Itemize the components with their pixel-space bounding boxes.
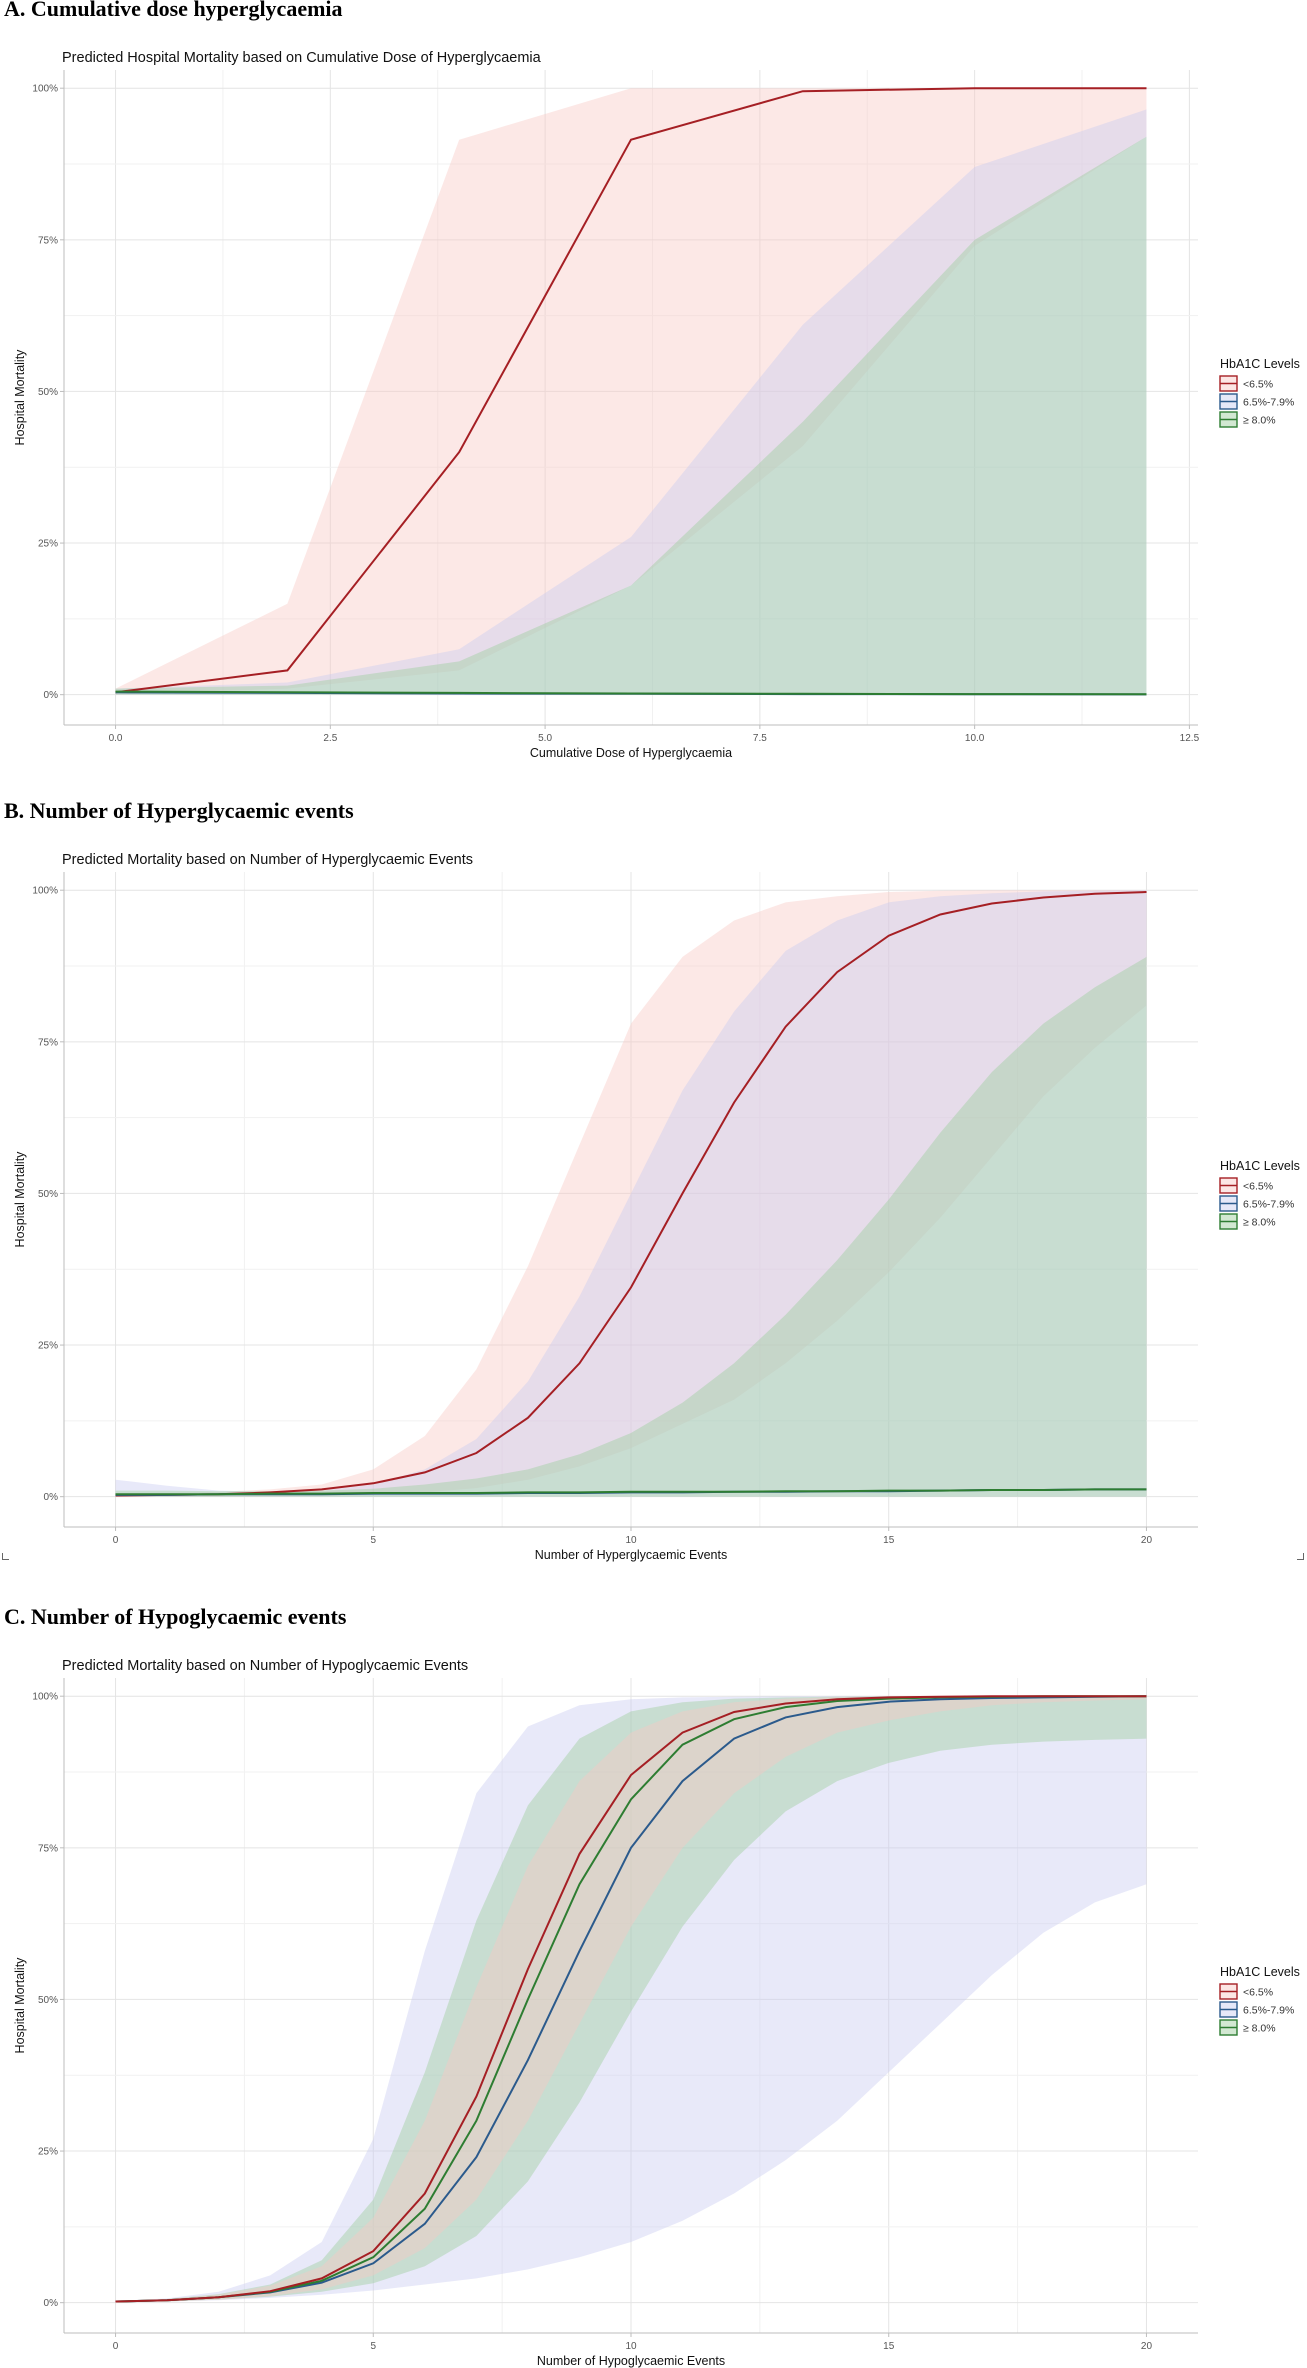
y-tick-label: 25% (38, 2147, 58, 2158)
x-tick-label: 0 (113, 2341, 119, 2352)
legend: HbA1C Levels <6.5% 6.5%-7.9% ≥ 8.0% (1219, 1965, 1300, 2036)
panel-b-frame-corner-right (1297, 1553, 1304, 1560)
panel-a-heading: A. Cumulative dose hyperglycaemia (4, 0, 343, 21)
legend-label-6-5-7-9: 6.5%-7.9% (1243, 1199, 1294, 1211)
legend-label-6-5-7-9: 6.5%-7.9% (1243, 2005, 1294, 2017)
chart-title: Predicted Mortality based on Number of H… (62, 1658, 468, 1674)
chart-title: Predicted Hospital Mortality based on Cu… (62, 50, 542, 66)
x-axis-title: Cumulative Dose of Hyperglycaemia (530, 746, 732, 760)
y-tick-label: 25% (38, 539, 58, 550)
ci-band-6-5-7-9 (115, 109, 1147, 695)
y-tick-label: 75% (38, 1843, 58, 1854)
ci-band-6-5 (115, 88, 1147, 695)
confidence-bands (115, 1696, 1147, 2303)
legend-label-8-0: ≥ 8.0% (1243, 415, 1276, 427)
ci-band-6-5 (115, 1696, 1147, 2303)
ci-band-8-0 (115, 136, 1147, 695)
series-lines (115, 1695, 1147, 2303)
x-axis-title: Number of Hyperglycaemic Events (535, 1548, 727, 1562)
y-tick-label: 100% (32, 1692, 58, 1703)
x-tick-label: 10 (625, 2341, 637, 2352)
series-line-6-5-7-9 (115, 1695, 1147, 2303)
chart-a: 0.0 2.5 5.0 7.5 10.0 12.5 0% 25% 50% 75% 100% Predi… (13, 50, 1300, 760)
x-tick-label: 20 (1141, 1535, 1153, 1546)
y-tick-label: 50% (38, 1189, 58, 1200)
legend: HbA1C Levels <6.5% 6.5%-7.9% ≥ 8.0% (1219, 357, 1300, 428)
series-line-6-5 (115, 891, 1147, 1497)
series-lines (115, 891, 1147, 1497)
x-tick-label: 15 (883, 2341, 895, 2352)
x-tick-label: 5 (370, 2341, 376, 2352)
confidence-bands (115, 88, 1147, 695)
legend-label-8-0: ≥ 8.0% (1243, 2023, 1276, 2035)
y-axis-title: Hospital Mortality (13, 1957, 27, 2054)
series-lines (115, 87, 1147, 696)
y-tick-label: 25% (38, 1341, 58, 1352)
x-tick-label: 0.0 (109, 733, 123, 744)
grid (64, 1678, 1198, 2333)
y-tick-label: 75% (38, 1037, 58, 1048)
ci-band-6-5-7-9 (115, 1696, 1147, 2303)
y-tick-label: 0% (44, 2298, 59, 2309)
y-axis-title: Hospital Mortality (13, 1151, 27, 1248)
x-tick-label: 0 (113, 1535, 119, 1546)
x-tick-label: 10.0 (965, 733, 985, 744)
legend-title: HbA1C Levels (1220, 357, 1300, 371)
y-tick-label: 50% (38, 387, 58, 398)
x-tick-label: 20 (1141, 2341, 1153, 2352)
ci-band-8-0 (115, 1696, 1147, 2303)
x-tick-label: 2.5 (323, 733, 337, 744)
legend-label-8-0: ≥ 8.0% (1243, 1217, 1276, 1229)
x-tick-label: 12.5 (1180, 733, 1200, 744)
x-axis-title: Number of Hypoglycaemic Events (537, 2354, 725, 2368)
legend-label-6-5-7-9: 6.5%-7.9% (1243, 397, 1294, 409)
x-tick-label: 10 (625, 1535, 637, 1546)
chart-c: 0 5 10 15 20 0% 25% 50% 75% 100% Predicted Mortali… (13, 1658, 1300, 2368)
legend-title: HbA1C Levels (1220, 1159, 1300, 1173)
panel-b-heading: B. Number of Hyperglycaemic events (4, 798, 354, 823)
chart-title: Predicted Mortality based on Number of H… (62, 852, 473, 868)
ci-band-6-5 (115, 890, 1147, 1497)
x-tick-label: 7.5 (753, 733, 767, 744)
ci-band-8-0 (115, 956, 1147, 1497)
series-line-8-0 (115, 1488, 1147, 1496)
y-tick-label: 0% (44, 690, 59, 701)
ci-band-6-5-7-9 (115, 890, 1147, 1497)
panel-b-frame-corner-left (2, 1553, 9, 1560)
legend-title: HbA1C Levels (1220, 1965, 1300, 1979)
y-tick-label: 100% (32, 886, 58, 897)
grid (64, 70, 1198, 725)
chart-b: 0 5 10 15 20 0% 25% 50% 75% 100% Predicted Mortali… (13, 852, 1300, 1562)
y-tick-label: 100% (32, 84, 58, 95)
legend: HbA1C Levels <6.5% 6.5%-7.9% ≥ 8.0% (1219, 1159, 1300, 1230)
confidence-bands (115, 890, 1147, 1497)
grid (64, 872, 1198, 1527)
legend-label-6-5: <6.5% (1243, 1987, 1273, 1999)
series-line-6-5 (115, 87, 1147, 694)
x-tick-label: 5.0 (538, 733, 552, 744)
series-line-8-0 (115, 690, 1147, 696)
legend-label-6-5: <6.5% (1243, 379, 1273, 391)
x-tick-label: 5 (370, 1535, 376, 1546)
series-line-6-5 (115, 1695, 1147, 2303)
panel-c-heading: C. Number of Hypoglycaemic events (4, 1604, 347, 1629)
y-axis-title: Hospital Mortality (13, 349, 27, 446)
y-tick-label: 75% (38, 235, 58, 246)
x-tick-label: 15 (883, 1535, 895, 1546)
legend-label-6-5: <6.5% (1243, 1181, 1273, 1193)
y-tick-label: 0% (44, 1492, 59, 1503)
y-tick-label: 50% (38, 1995, 58, 2006)
